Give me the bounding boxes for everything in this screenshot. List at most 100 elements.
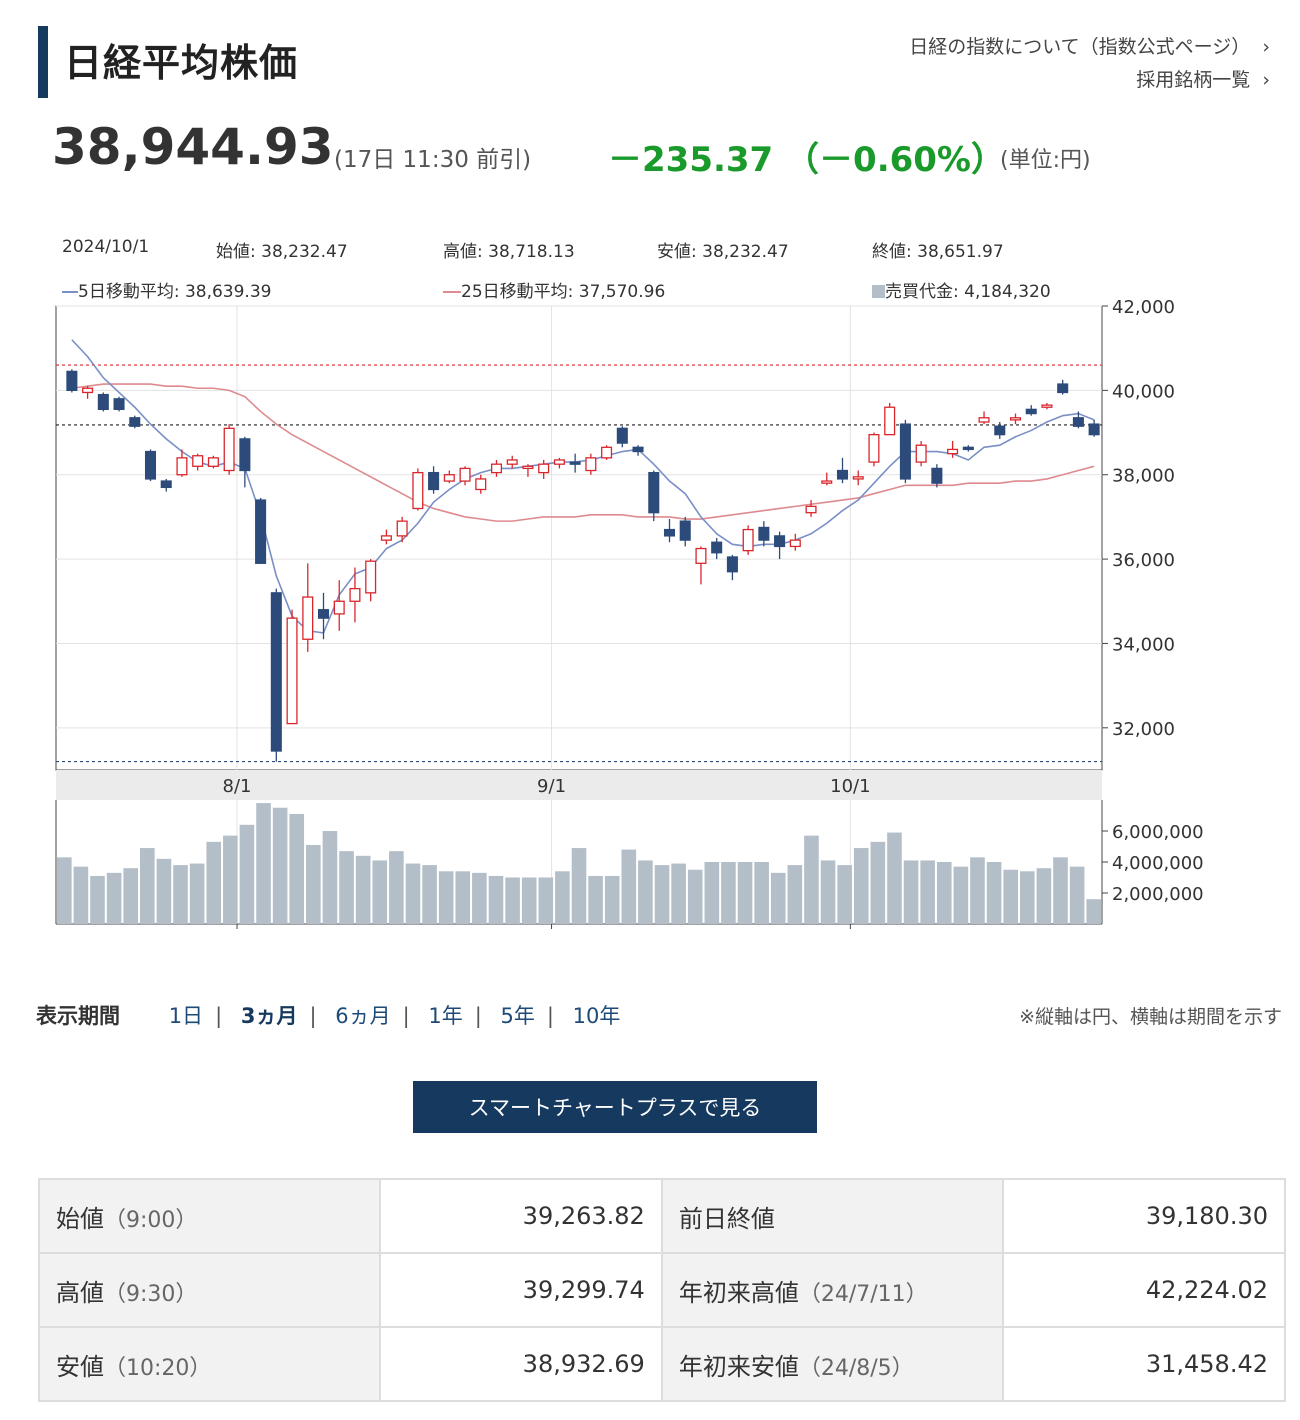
volume-bar: [936, 862, 952, 924]
candle-body: [962, 446, 974, 451]
period-separator: |: [546, 1004, 554, 1028]
candle-body: [585, 457, 597, 472]
volume-bar: [604, 875, 620, 924]
constituents-link[interactable]: 採用銘柄一覧 ›: [1136, 65, 1270, 92]
stat-sub: （10:20）: [104, 1355, 212, 1381]
candle-body: [160, 480, 172, 489]
period-option-10y[interactable]: 10年: [572, 1004, 621, 1028]
stat-open-value: 39,263.82: [378, 1178, 663, 1254]
candle-body: [758, 526, 770, 541]
page-title: 日経平均株価: [64, 41, 299, 85]
y-tick-label: 40,000: [1112, 381, 1175, 402]
legend-volume: 売買代金: 4,184,320: [872, 277, 1051, 302]
x-tick-label: 10/1: [830, 776, 870, 797]
legend-ma5-label: 5日移動平均: 38,639.39: [78, 282, 272, 302]
candle-body: [239, 438, 251, 472]
stat-prev-close-value: 39,180.30: [1001, 1178, 1287, 1254]
volume-bar: [73, 866, 89, 924]
stat-sub: （24/8/5）: [798, 1355, 914, 1381]
volume-bar: [571, 848, 587, 924]
legend-ma25: 25日移動平均: 37,570.96: [443, 277, 665, 302]
volume-bar: [970, 857, 985, 924]
volume-bar: [389, 851, 404, 924]
candle-body: [176, 457, 188, 476]
legend-ma25-label: 25日移動平均: 37,570.96: [461, 282, 666, 302]
y-tick-label: 36,000: [1112, 550, 1175, 571]
stat-prev-close-label: 前日終値: [660, 1178, 1004, 1254]
price-change: －235.37 （－0.60%）: [608, 140, 1005, 180]
ma25-line: [71, 383, 1095, 522]
candle-body: [978, 417, 990, 423]
period-option-1y[interactable]: 1年: [428, 1004, 463, 1028]
index-info-link[interactable]: 日経の指数について（指数公式ページ） ›: [909, 32, 1270, 59]
volume-bar: [189, 863, 205, 924]
title-accent-bar: [38, 26, 48, 98]
candle-body: [947, 448, 959, 455]
candle-body: [695, 547, 707, 564]
candle-body: [774, 535, 786, 548]
volume-bar: [1053, 857, 1068, 924]
period-option-5y[interactable]: 5年: [500, 1004, 535, 1028]
candle-body: [333, 600, 345, 615]
plot-frame: [55, 305, 1103, 771]
volume-bar: [355, 855, 371, 924]
price-time: (17日 11:30 前引): [334, 147, 532, 173]
candle-body: [82, 387, 94, 394]
candle-body: [255, 499, 267, 564]
candle-body: [852, 476, 864, 480]
candle-body: [490, 463, 503, 474]
volume-bar: [438, 871, 454, 924]
candle-body: [129, 417, 141, 427]
stat-open-label: 始値（9:00）: [38, 1178, 381, 1254]
volume-bar: [953, 866, 969, 924]
volume-bar: [920, 860, 935, 924]
legend-ma5: 5日移動平均: 38,639.39: [62, 277, 271, 302]
candle-body: [270, 592, 282, 752]
volume-bar: [322, 831, 338, 924]
volume-bar: [555, 871, 570, 924]
smart-chart-plus-button[interactable]: スマートチャートプラスで見る: [413, 1081, 817, 1133]
candle-body: [632, 446, 644, 453]
candle-body: [1041, 404, 1053, 408]
y-tick-label: 42,000: [1112, 297, 1175, 318]
volume-bar: [289, 813, 305, 924]
stats-table: 始値（9:00） 39,263.82 前日終値 39,180.30 高値（9:3…: [38, 1178, 1287, 1402]
period-option-1d[interactable]: 1日: [168, 1004, 204, 1028]
info-date: 2024/10/1: [62, 237, 150, 257]
stat-ytd-high-value: 42,224.02: [1001, 1252, 1287, 1328]
candle-body: [97, 393, 109, 410]
volume-bar: [339, 851, 354, 924]
period-option-6m[interactable]: 6ヵ月: [335, 1004, 391, 1028]
volume-swatch: [872, 285, 885, 298]
volume-bar: [1086, 899, 1101, 924]
candle-body: [443, 474, 455, 482]
stat-key: 始値: [56, 1204, 104, 1233]
candle-body: [380, 535, 392, 541]
volume-bar: [223, 835, 238, 924]
y-tick-label: 38,000: [1112, 466, 1175, 487]
y-tick-label: 34,000: [1112, 634, 1175, 655]
volume-bar: [787, 865, 803, 924]
period-selector: 表示期間 1日 | 3ヵ月 | 6ヵ月 | 1年 | 5年 | 10年: [36, 1000, 632, 1030]
info-low: 安値: 38,232.47: [657, 242, 789, 262]
volume-bar: [654, 865, 670, 924]
candle-body: [144, 450, 157, 480]
volume-bar: [156, 858, 172, 924]
candle-body: [994, 425, 1006, 436]
period-option-3m[interactable]: 3ヵ月: [240, 1004, 298, 1028]
candle-body: [459, 467, 471, 482]
x-axis-band: [56, 770, 1102, 800]
candle-body: [349, 587, 361, 602]
index-info-link-label: 日経の指数について（指数公式ページ）: [909, 36, 1251, 58]
candle-body: [428, 471, 440, 491]
candle-body: [726, 556, 738, 573]
ma5-swatch: [62, 291, 78, 293]
candle-body: [538, 463, 550, 474]
stat-key: 安値: [56, 1352, 104, 1381]
chevron-right-icon: ›: [1256, 36, 1270, 58]
ma25-swatch: [443, 291, 461, 293]
volume-tick-label: 6,000,000: [1112, 822, 1204, 843]
stat-key: 前日終値: [678, 1204, 775, 1233]
volume-bar: [621, 849, 637, 924]
table-row: 始値（9:00） 39,263.82 前日終値 39,180.30: [38, 1178, 1287, 1254]
